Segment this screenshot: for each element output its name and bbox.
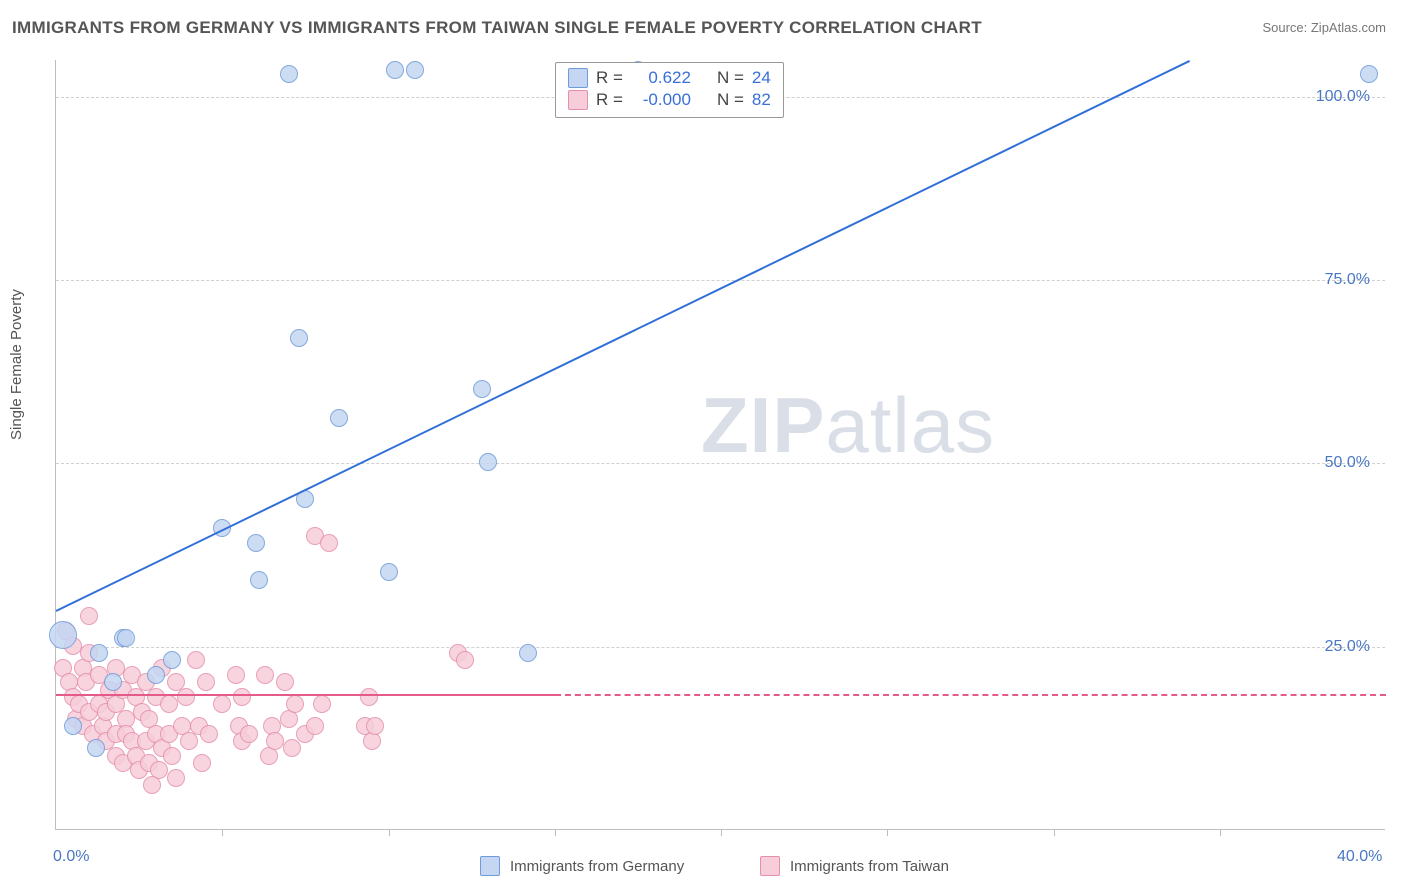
data-point-germany bbox=[473, 380, 491, 398]
y-axis-title: Single Female Poverty bbox=[8, 289, 25, 440]
y-tick-label: 50.0% bbox=[1325, 454, 1370, 472]
x-tick bbox=[721, 829, 722, 836]
data-point-taiwan bbox=[456, 651, 474, 669]
data-point-germany bbox=[117, 629, 135, 647]
data-point-taiwan bbox=[213, 695, 231, 713]
data-point-taiwan bbox=[276, 673, 294, 691]
data-point-taiwan bbox=[160, 695, 178, 713]
data-point-taiwan bbox=[167, 769, 185, 787]
data-point-taiwan bbox=[80, 607, 98, 625]
legend-row-taiwan: R = -0.000 N = 82 bbox=[568, 89, 771, 111]
legend-bottom-germany: Immigrants from Germany bbox=[480, 856, 684, 876]
x-tick bbox=[555, 829, 556, 836]
y-tick-label: 25.0% bbox=[1325, 638, 1370, 656]
watermark-bold: ZIP bbox=[701, 381, 825, 469]
data-point-taiwan bbox=[200, 725, 218, 743]
data-point-taiwan bbox=[266, 732, 284, 750]
data-point-taiwan bbox=[256, 666, 274, 684]
y-tick-label: 75.0% bbox=[1325, 271, 1370, 289]
data-point-taiwan bbox=[197, 673, 215, 691]
data-point-germany bbox=[104, 673, 122, 691]
r-label: R = bbox=[596, 89, 623, 111]
data-point-germany bbox=[290, 329, 308, 347]
regression-line-taiwan bbox=[555, 694, 1386, 696]
x-axis-start-label: 0.0% bbox=[53, 848, 89, 866]
x-axis-end-label: 40.0% bbox=[1337, 848, 1382, 866]
gridline-h bbox=[56, 647, 1385, 648]
regression-line-germany bbox=[56, 60, 1190, 612]
data-point-taiwan bbox=[177, 688, 195, 706]
x-tick bbox=[887, 829, 888, 836]
data-point-germany bbox=[519, 644, 537, 662]
series-label-germany: Immigrants from Germany bbox=[510, 858, 684, 875]
data-point-germany bbox=[49, 621, 77, 649]
legend-row-germany: R = 0.622 N = 24 bbox=[568, 67, 771, 89]
gridline-h bbox=[56, 280, 1385, 281]
series-label-taiwan: Immigrants from Taiwan bbox=[790, 858, 949, 875]
data-point-germany bbox=[280, 65, 298, 83]
watermark: ZIPatlas bbox=[701, 380, 995, 471]
data-point-germany bbox=[406, 61, 424, 79]
data-point-taiwan bbox=[143, 776, 161, 794]
data-point-germany bbox=[380, 563, 398, 581]
data-point-germany bbox=[1360, 65, 1378, 83]
chart-title: IMMIGRANTS FROM GERMANY VS IMMIGRANTS FR… bbox=[12, 18, 982, 38]
data-point-germany bbox=[330, 409, 348, 427]
plot-area: ZIPatlas 25.0% 50.0% 75.0% 100.0% bbox=[55, 60, 1385, 830]
n-value-germany: 24 bbox=[752, 67, 771, 89]
data-point-taiwan bbox=[313, 695, 331, 713]
data-point-germany bbox=[386, 61, 404, 79]
data-point-taiwan bbox=[286, 695, 304, 713]
swatch-germany bbox=[568, 68, 588, 88]
data-point-taiwan bbox=[240, 725, 258, 743]
data-point-germany bbox=[147, 666, 165, 684]
x-tick bbox=[222, 829, 223, 836]
data-point-taiwan bbox=[193, 754, 211, 772]
data-point-taiwan bbox=[306, 717, 324, 735]
data-point-germany bbox=[163, 651, 181, 669]
data-point-germany bbox=[87, 739, 105, 757]
x-tick bbox=[1054, 829, 1055, 836]
n-label: N = bbox=[717, 67, 744, 89]
n-label: N = bbox=[717, 89, 744, 111]
x-tick bbox=[1220, 829, 1221, 836]
data-point-taiwan bbox=[283, 739, 301, 757]
data-point-germany bbox=[479, 453, 497, 471]
regression-line-taiwan bbox=[56, 694, 555, 696]
swatch-germany bbox=[480, 856, 500, 876]
legend-correlation-box: R = 0.622 N = 24 R = -0.000 N = 82 bbox=[555, 62, 784, 118]
data-point-taiwan bbox=[163, 747, 181, 765]
data-point-taiwan bbox=[360, 688, 378, 706]
data-point-taiwan bbox=[320, 534, 338, 552]
swatch-taiwan bbox=[760, 856, 780, 876]
r-value-taiwan: -0.000 bbox=[631, 89, 691, 111]
watermark-light: atlas bbox=[825, 381, 995, 469]
n-value-taiwan: 82 bbox=[752, 89, 771, 111]
data-point-taiwan bbox=[366, 717, 384, 735]
x-tick bbox=[389, 829, 390, 836]
data-point-taiwan bbox=[187, 651, 205, 669]
data-point-germany bbox=[90, 644, 108, 662]
y-tick-label: 100.0% bbox=[1316, 88, 1370, 106]
source-label: Source: ZipAtlas.com bbox=[1262, 20, 1386, 35]
data-point-germany bbox=[64, 717, 82, 735]
data-point-taiwan bbox=[227, 666, 245, 684]
swatch-taiwan bbox=[568, 90, 588, 110]
gridline-h bbox=[56, 463, 1385, 464]
data-point-germany bbox=[250, 571, 268, 589]
r-label: R = bbox=[596, 67, 623, 89]
legend-bottom-taiwan: Immigrants from Taiwan bbox=[760, 856, 949, 876]
data-point-taiwan bbox=[233, 688, 251, 706]
r-value-germany: 0.622 bbox=[631, 67, 691, 89]
data-point-germany bbox=[247, 534, 265, 552]
